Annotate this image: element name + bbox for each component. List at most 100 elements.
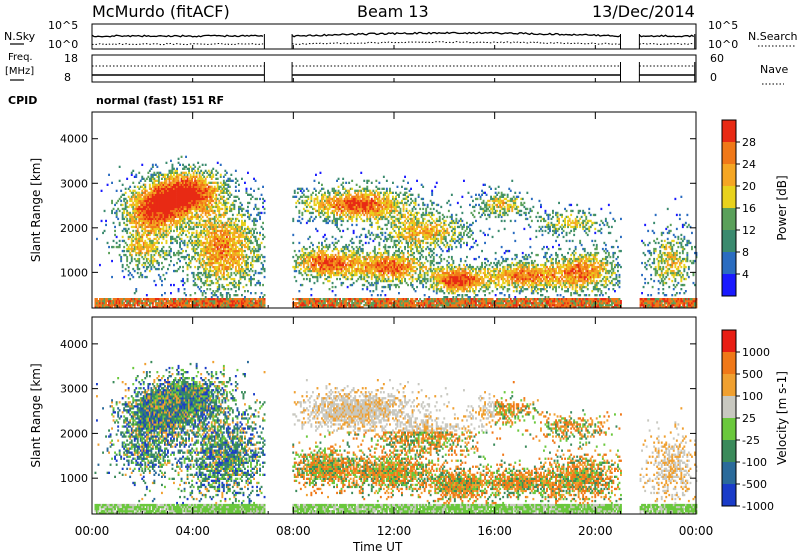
- power-panel-cell: [316, 298, 319, 301]
- power-panel-cell: [348, 205, 351, 209]
- power-panel-cell: [130, 304, 133, 307]
- power-panel-cell: [135, 229, 138, 233]
- power-panel-cell: [133, 257, 136, 261]
- power-panel-cell: [321, 251, 323, 255]
- power-panel-cell: [333, 213, 335, 217]
- power-panel-cell: [342, 251, 345, 255]
- power-panel-cell: [363, 189, 366, 192]
- power-panel-cell: [150, 199, 153, 203]
- power-panel-cell: [213, 253, 216, 257]
- power-panel-cell: [221, 285, 224, 289]
- power-panel-cell: [234, 189, 237, 192]
- power-panel-cell: [197, 233, 200, 237]
- power-panel-cell: [222, 233, 225, 237]
- power-panel-cell: [171, 181, 174, 184]
- power-panel-cell: [133, 292, 136, 295]
- power-panel-cell: [157, 229, 160, 233]
- power-panel-cell: [241, 300, 243, 303]
- power-panel-cell: [361, 243, 364, 247]
- power-panel-cell: [346, 199, 349, 203]
- power-panel-cell: [234, 269, 237, 273]
- power-panel-cell: [197, 267, 200, 271]
- power-panel-cell: [121, 239, 124, 243]
- power-panel-cell: [162, 193, 165, 196]
- power-panel-cell: [153, 298, 156, 301]
- power-panel-cell: [253, 259, 255, 263]
- power-panel-cell: [210, 302, 213, 305]
- power-panel-cell: [325, 277, 328, 281]
- power-panel-cell: [177, 235, 180, 239]
- power-panel-cell: [207, 245, 210, 249]
- power-panel-cell: [259, 304, 261, 307]
- power-panel-cell: [194, 257, 197, 261]
- power-panel-cell: [357, 263, 360, 267]
- power-panel-cell: [198, 239, 201, 243]
- power-panel-cell: [231, 263, 234, 267]
- power-panel-cell: [212, 243, 215, 247]
- power-panel-cell: [117, 302, 120, 305]
- power-panel-cell: [157, 201, 160, 205]
- power-panel-cell: [141, 201, 144, 205]
- power-panel-cell: [239, 273, 242, 277]
- power-panel-cell: [96, 304, 98, 307]
- power-panel-cell: [124, 191, 127, 194]
- power-panel-cell: [170, 298, 172, 301]
- power-panel-cell: [135, 302, 138, 305]
- power-panel-cell: [118, 300, 121, 303]
- power-panel-cell: [327, 191, 329, 194]
- power-panel-cell: [233, 271, 236, 275]
- power-panel-cell: [238, 304, 240, 307]
- power-panel-cell: [150, 300, 153, 303]
- power-panel-cell: [133, 185, 136, 188]
- power-panel-cell: [194, 175, 197, 178]
- power-panel-cell: [351, 257, 354, 261]
- power-panel-cell: [156, 298, 159, 301]
- power-panel-cell: [210, 221, 213, 225]
- power-panel-cell: [216, 183, 219, 186]
- power-panel-cell: [136, 251, 139, 255]
- power-panel-cell: [180, 302, 183, 305]
- power-panel-cell: [351, 253, 354, 257]
- power-panel-cell: [239, 241, 242, 245]
- power-panel-cell: [138, 223, 141, 227]
- power-panel-cell: [298, 261, 301, 265]
- power-panel-cell: [330, 273, 332, 277]
- power-panel-cell: [219, 271, 222, 275]
- power-panel-cell: [345, 181, 348, 184]
- power-panel-cell: [231, 225, 234, 229]
- power-panel-cell: [364, 267, 367, 271]
- power-panel-cell: [135, 201, 138, 205]
- power-panel-cell: [307, 302, 310, 305]
- power-panel-cell: [351, 211, 354, 215]
- power-panel-cell: [219, 239, 222, 243]
- power-panel-cell: [361, 269, 364, 273]
- power-panel-cell: [203, 185, 206, 188]
- power-panel-cell: [213, 247, 216, 251]
- power-panel-cell: [230, 223, 233, 227]
- power-panel-cell: [173, 298, 175, 301]
- power-panel-cell: [197, 251, 200, 255]
- power-panel-cell: [182, 209, 184, 213]
- power-panel-cell: [159, 173, 162, 176]
- power-panel-cell: [195, 171, 198, 174]
- power-panel-cell: [333, 271, 335, 275]
- power-panel-cell: [333, 211, 335, 215]
- power-panel-cell: [325, 215, 328, 219]
- power-panel-cell: [170, 239, 172, 243]
- power-panel-cell: [139, 247, 142, 251]
- power-panel-cell: [153, 253, 156, 257]
- power-panel-cell: [213, 292, 216, 295]
- power-panel-cell: [349, 255, 352, 259]
- power-panel-cell: [307, 195, 310, 198]
- power-panel-cell: [212, 191, 215, 194]
- power-panel-cell: [238, 271, 240, 275]
- power-panel-cell: [342, 255, 345, 259]
- power-panel-cell: [310, 251, 313, 255]
- power-panel-cell: [154, 213, 157, 217]
- power-panel-cell: [118, 179, 121, 182]
- power-panel-cell: [200, 277, 203, 281]
- power-panel-cell: [200, 217, 203, 221]
- power-panel-cell: [248, 245, 251, 249]
- power-panel-cell: [219, 249, 222, 253]
- power-panel-cell: [331, 271, 334, 275]
